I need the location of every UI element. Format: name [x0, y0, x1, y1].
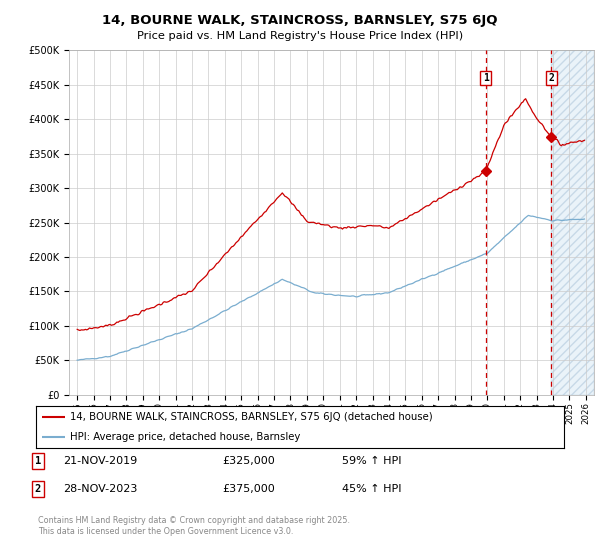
Text: 59% ↑ HPI: 59% ↑ HPI	[342, 456, 401, 466]
Text: Price paid vs. HM Land Registry's House Price Index (HPI): Price paid vs. HM Land Registry's House …	[137, 31, 463, 41]
Text: Contains HM Land Registry data © Crown copyright and database right 2025.
This d: Contains HM Land Registry data © Crown c…	[38, 516, 350, 536]
Bar	[551, 50, 594, 395]
Text: 21-NOV-2019: 21-NOV-2019	[63, 456, 137, 466]
Text: 1: 1	[35, 456, 41, 466]
Text: 2: 2	[548, 73, 554, 83]
Text: 28-NOV-2023: 28-NOV-2023	[63, 484, 137, 494]
Text: 45% ↑ HPI: 45% ↑ HPI	[342, 484, 401, 494]
Text: 14, BOURNE WALK, STAINCROSS, BARNSLEY, S75 6JQ (detached house): 14, BOURNE WALK, STAINCROSS, BARNSLEY, S…	[70, 412, 433, 422]
Text: HPI: Average price, detached house, Barnsley: HPI: Average price, detached house, Barn…	[70, 432, 301, 442]
Bar	[551, 50, 594, 395]
Text: 1: 1	[483, 73, 488, 83]
Text: £325,000: £325,000	[222, 456, 275, 466]
Text: 14, BOURNE WALK, STAINCROSS, BARNSLEY, S75 6JQ: 14, BOURNE WALK, STAINCROSS, BARNSLEY, S…	[102, 14, 498, 27]
Text: 2: 2	[35, 484, 41, 494]
Text: £375,000: £375,000	[222, 484, 275, 494]
